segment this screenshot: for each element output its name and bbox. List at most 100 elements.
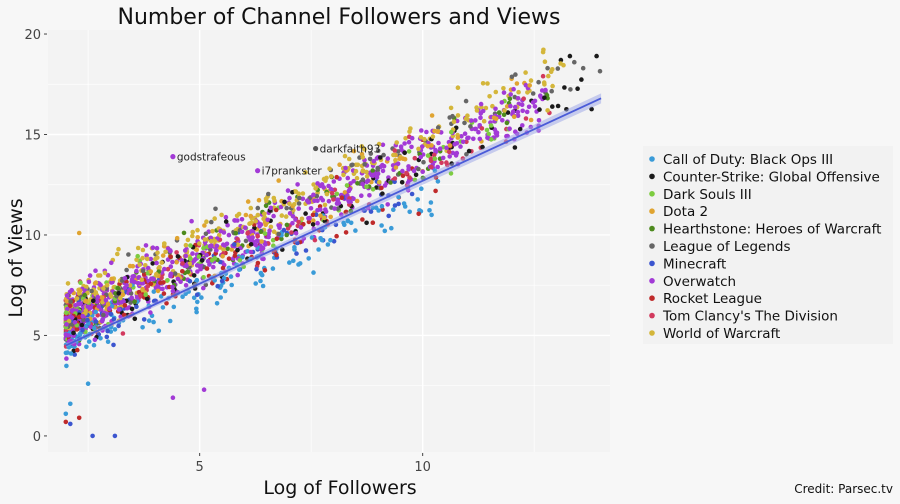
- data-point-world-of-warcraft: [115, 251, 120, 257]
- data-point-overwatch: [500, 118, 505, 123]
- data-point-world-of-warcraft: [391, 152, 396, 158]
- data-point-dota-2: [259, 239, 264, 244]
- data-point-overwatch: [485, 135, 490, 141]
- data-point-tom-clancy-s-the-division: [235, 237, 240, 242]
- data-point-overwatch: [201, 387, 207, 393]
- data-point-overwatch: [266, 234, 271, 240]
- data-point-dota-2: [400, 156, 406, 161]
- data-point-world-of-warcraft: [209, 238, 214, 244]
- data-point-rocket-league: [273, 207, 279, 213]
- data-point-overwatch: [435, 164, 441, 170]
- data-point-dota-2: [311, 218, 316, 223]
- data-point-world-of-warcraft: [255, 212, 261, 218]
- data-point-overwatch: [321, 185, 327, 190]
- legend: Call of Duty: Black Ops IIICounter-Strik…: [643, 146, 893, 344]
- data-point-dark-souls-iii: [486, 131, 492, 137]
- data-point-overwatch: [331, 179, 337, 184]
- data-point-dark-souls-iii: [135, 253, 140, 259]
- data-point-rocket-league: [334, 174, 340, 180]
- data-point-overwatch: [524, 109, 530, 115]
- data-point-world-of-warcraft: [328, 174, 334, 179]
- data-point-overwatch: [184, 263, 189, 269]
- data-point-dota-2: [243, 212, 249, 218]
- data-point-counter-strike-global-offensive: [132, 316, 138, 322]
- data-point-overwatch: [170, 288, 176, 294]
- data-point-overwatch: [64, 322, 69, 327]
- data-point-rocket-league: [400, 173, 406, 178]
- data-point-dark-souls-iii: [196, 254, 202, 259]
- legend-label: Call of Duty: Black Ops III: [663, 152, 833, 168]
- data-point-counter-strike-global-offensive: [575, 86, 580, 91]
- data-point-overwatch: [520, 123, 525, 128]
- data-point-league-of-legends: [266, 191, 271, 197]
- data-point-overwatch: [226, 232, 232, 238]
- data-point-dark-souls-iii: [237, 258, 243, 263]
- data-point-world-of-warcraft: [65, 281, 71, 286]
- data-point-call-of-duty-black-ops-iii: [86, 339, 92, 344]
- data-point-dota-2: [83, 298, 88, 304]
- data-point-league-of-legends: [513, 72, 518, 77]
- data-point-hearthstone-heroes-of-warcraft: [185, 269, 191, 275]
- data-point-world-of-warcraft: [362, 147, 367, 152]
- data-point-league-of-legends: [296, 201, 302, 206]
- data-point-overwatch: [211, 264, 216, 270]
- data-point-overwatch: [515, 96, 521, 101]
- data-point-overwatch: [499, 100, 505, 105]
- data-point-overwatch: [380, 162, 385, 168]
- annotated-point: [255, 168, 261, 174]
- data-point-call-of-duty-black-ops-iii: [64, 363, 69, 369]
- data-point-overwatch: [459, 134, 464, 139]
- data-point-world-of-warcraft: [140, 255, 145, 261]
- data-point-hearthstone-heroes-of-warcraft: [233, 230, 239, 236]
- data-point-overwatch: [287, 211, 293, 216]
- data-point-call-of-duty-black-ops-iii: [156, 328, 162, 334]
- data-point-world-of-warcraft: [502, 108, 507, 113]
- legend-swatch: [649, 260, 655, 267]
- data-point-counter-strike-global-offensive: [466, 148, 472, 154]
- data-point-league-of-legends: [68, 299, 73, 304]
- data-point-dota-2: [109, 276, 114, 282]
- data-point-tom-clancy-s-the-division: [289, 230, 294, 235]
- data-point-dota-2: [455, 135, 461, 140]
- data-point-overwatch: [375, 171, 381, 177]
- data-point-world-of-warcraft: [118, 295, 123, 301]
- data-point-overwatch: [478, 115, 483, 121]
- data-point-overwatch: [315, 181, 320, 186]
- data-point-call-of-duty-black-ops-iii: [98, 336, 103, 341]
- data-point-call-of-duty-black-ops-iii: [311, 270, 316, 275]
- data-point-overwatch: [367, 193, 372, 198]
- data-point-overwatch: [182, 248, 188, 253]
- data-point-hearthstone-heroes-of-warcraft: [132, 299, 137, 305]
- data-point-minecraft: [232, 242, 237, 247]
- data-point-overwatch: [278, 204, 284, 210]
- data-point-world-of-warcraft: [346, 156, 352, 162]
- data-point-overwatch: [290, 214, 296, 219]
- data-point-overwatch: [249, 228, 255, 234]
- data-point-league-of-legends: [89, 288, 94, 294]
- data-point-overwatch: [452, 142, 458, 147]
- data-point-call-of-duty-black-ops-iii: [382, 228, 388, 234]
- data-point-hearthstone-heroes-of-warcraft: [355, 181, 360, 186]
- data-point-league-of-legends: [81, 317, 86, 323]
- data-point-minecraft: [194, 292, 200, 298]
- legend-label: World of Warcraft: [663, 326, 780, 342]
- data-point-overwatch: [395, 161, 401, 166]
- data-point-league-of-legends: [124, 267, 129, 273]
- data-point-world-of-warcraft: [212, 238, 218, 244]
- data-point-league-of-legends: [464, 152, 469, 157]
- data-point-overwatch: [305, 198, 310, 203]
- data-point-world-of-warcraft: [485, 81, 490, 86]
- y-axis-ticks: 0 5 10 15 20: [24, 28, 47, 445]
- data-point-world-of-warcraft: [159, 260, 164, 265]
- data-point-minecraft: [331, 239, 337, 244]
- data-point-world-of-warcraft: [493, 89, 499, 95]
- data-point-minecraft: [215, 283, 220, 289]
- data-point-world-of-warcraft: [303, 170, 308, 175]
- data-point-overwatch: [480, 108, 486, 114]
- y-tick-label: 20: [24, 28, 41, 43]
- data-point-hearthstone-heroes-of-warcraft: [507, 96, 513, 102]
- data-point-dota-2: [514, 81, 520, 86]
- data-point-overwatch: [168, 271, 174, 277]
- data-point-world-of-warcraft: [116, 246, 121, 252]
- data-point-overwatch: [513, 129, 518, 134]
